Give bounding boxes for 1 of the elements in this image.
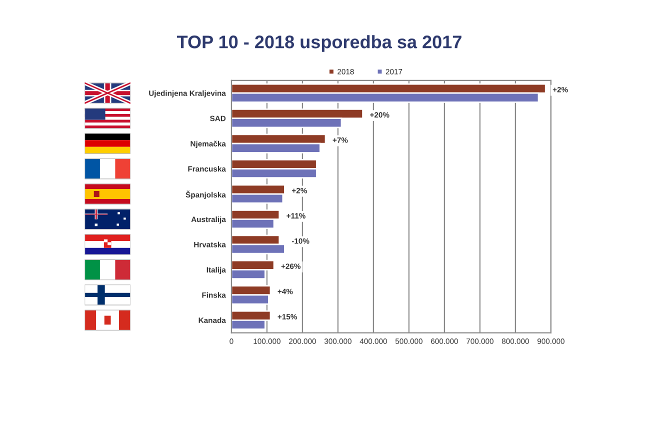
- chart-title: TOP 10 - 2018 usporedba sa 2017: [177, 35, 462, 52]
